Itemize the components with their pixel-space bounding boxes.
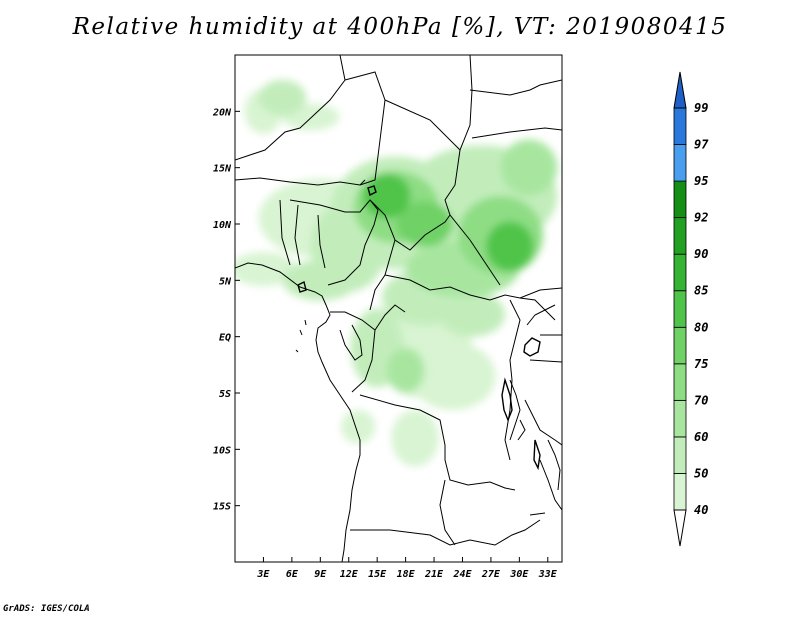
lon-tick-label: 33E bbox=[538, 569, 558, 580]
lat-tick-label: EQ bbox=[219, 333, 231, 344]
colorbar-segment bbox=[673, 217, 687, 255]
colorbar-segment bbox=[673, 107, 687, 145]
colorbar-label: 50 bbox=[694, 466, 708, 480]
colorbar-segment bbox=[673, 144, 687, 182]
humidity-region bbox=[258, 79, 307, 116]
border-car bbox=[384, 274, 562, 301]
border-niger-chad bbox=[384, 55, 473, 151]
lake-malawi bbox=[533, 439, 541, 471]
lon-tick-label: 24E bbox=[452, 569, 472, 580]
colorbar-label: 99 bbox=[694, 101, 708, 115]
lat-tick-label: 10S bbox=[213, 445, 231, 456]
lat-tick-label: 20N bbox=[212, 107, 232, 118]
humidity-region bbox=[235, 252, 297, 286]
colorbar-segment bbox=[673, 473, 687, 511]
lat-tick-label: 15S bbox=[213, 502, 231, 513]
map-title: Relative humidity at 400hPa [%], VT: 201… bbox=[72, 14, 728, 40]
border-drc-east bbox=[504, 299, 521, 461]
colorbar-segment bbox=[673, 180, 687, 219]
colorbar-label: 40 bbox=[694, 503, 708, 517]
plot-frame bbox=[234, 54, 563, 563]
east-africa-lake-shores bbox=[509, 304, 561, 516]
border-benin bbox=[317, 214, 326, 269]
lat-tick-label: 5N bbox=[219, 276, 232, 287]
border-nigeria bbox=[289, 199, 379, 286]
colorbar-label: 85 bbox=[694, 284, 708, 298]
lat-tick-label: 15N bbox=[213, 164, 232, 175]
longitude-axis: 3E 6E 9E 12E 15E 18E 21E 24E 27E 30E 33E bbox=[256, 557, 558, 580]
humidity-region bbox=[438, 291, 506, 337]
lat-tick-label: 10N bbox=[213, 220, 232, 231]
border-congo bbox=[330, 304, 406, 393]
humidity-region bbox=[386, 347, 425, 393]
colorbar-segment bbox=[673, 290, 687, 328]
humidity-region bbox=[486, 221, 534, 272]
colorbar-label: 75 bbox=[694, 357, 708, 371]
lake-victoria bbox=[523, 337, 541, 357]
border-sahara-2 bbox=[344, 71, 386, 186]
border-tanzania bbox=[524, 399, 562, 446]
colorbar-label: 70 bbox=[694, 393, 708, 407]
lake-outlines bbox=[297, 185, 541, 471]
humidity-region bbox=[500, 139, 558, 196]
border-sudan-east bbox=[471, 127, 562, 139]
lon-tick-label: 27E bbox=[481, 569, 501, 580]
latitude-axis: 20N 15N 10N 5N EQ 5S 10S 15S bbox=[212, 107, 240, 513]
lon-tick-label: 12E bbox=[340, 569, 359, 580]
colorbar-label: 92 bbox=[694, 211, 708, 225]
border-sudan-south bbox=[469, 79, 562, 96]
colorbar-segment bbox=[673, 363, 687, 401]
grads-credit: GrADS: IGES/COLA bbox=[3, 604, 90, 614]
border-uganda-kenya bbox=[519, 297, 562, 363]
border-zambia-south bbox=[350, 519, 541, 546]
border-mali-niger bbox=[235, 177, 366, 186]
colorbar-max-arrow bbox=[673, 71, 687, 109]
border-angola-zambia bbox=[439, 479, 456, 546]
colorbar-segment bbox=[673, 253, 687, 292]
humidity-region bbox=[282, 260, 359, 301]
colorbar-segment bbox=[673, 399, 687, 438]
colorbar-label: 90 bbox=[694, 247, 708, 261]
lat-tick-label: 5S bbox=[219, 389, 231, 400]
colorbar-label: 80 bbox=[694, 320, 708, 334]
humidity-region bbox=[396, 201, 453, 247]
lake-chad bbox=[367, 185, 377, 197]
lon-tick-label: 21E bbox=[424, 569, 444, 580]
colorbar-label: 97 bbox=[694, 138, 709, 152]
colorbar: 40 50 60 70 75 80 85 90 92 95 97 99 bbox=[673, 71, 709, 547]
lon-tick-label: 15E bbox=[368, 569, 387, 580]
lon-tick-label: 30E bbox=[509, 569, 529, 580]
country-borders bbox=[235, 55, 562, 562]
humidity-region bbox=[341, 409, 376, 444]
west-africa-coastline bbox=[235, 262, 361, 562]
lon-tick-label: 3E bbox=[256, 569, 270, 580]
humidity-region bbox=[410, 342, 496, 410]
colorbar-label: 60 bbox=[694, 430, 708, 444]
border-ghana-togo bbox=[279, 199, 301, 266]
border-cameroon bbox=[369, 199, 451, 311]
border-mozambique bbox=[539, 459, 562, 511]
coast-small-features bbox=[295, 319, 307, 353]
colorbar-min-arrow bbox=[673, 509, 687, 547]
humidity-shading bbox=[235, 79, 558, 467]
lake-volta bbox=[297, 280, 307, 293]
humidity-region bbox=[362, 173, 411, 219]
lon-tick-label: 6E bbox=[286, 569, 299, 580]
lake-tanganyika bbox=[501, 377, 513, 422]
lon-tick-label: 18E bbox=[397, 569, 416, 580]
colorbar-label: 95 bbox=[694, 174, 708, 188]
border-gabon bbox=[339, 324, 363, 361]
humidity-region bbox=[391, 409, 439, 467]
border-drc-angola bbox=[359, 394, 516, 491]
lon-tick-label: 9E bbox=[314, 569, 327, 580]
colorbar-segment bbox=[673, 436, 687, 474]
colorbar-segment bbox=[673, 326, 687, 365]
